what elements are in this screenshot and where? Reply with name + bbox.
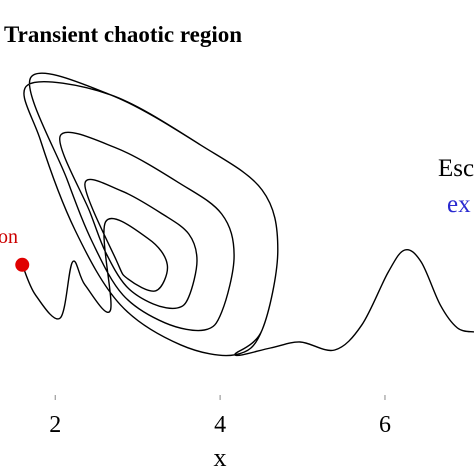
x-tick-label: 6 — [379, 412, 391, 438]
chart-title: Transient chaotic region — [4, 22, 242, 47]
x-tick-label: 2 — [49, 412, 61, 438]
trajectory — [21, 72, 474, 357]
x-tick-label: 4 — [214, 412, 226, 438]
annotation: Esc — [438, 155, 474, 182]
x-axis-label: x — [214, 443, 227, 472]
annotation: ex — [447, 191, 471, 218]
annotation: on — [0, 226, 18, 248]
start-point — [15, 257, 30, 272]
